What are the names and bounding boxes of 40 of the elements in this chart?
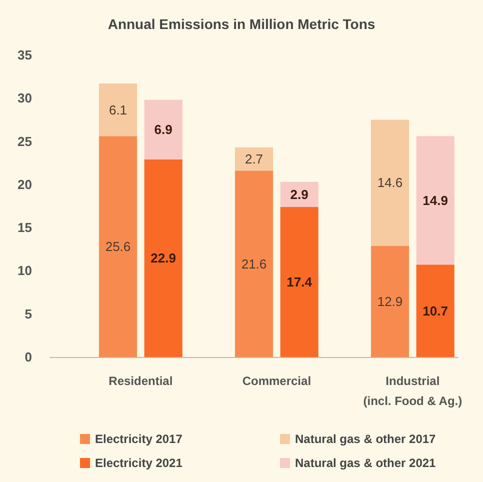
x-tick-label: Commercial: [242, 374, 312, 388]
bar: [280, 182, 318, 207]
data-label: 14.6: [377, 175, 403, 190]
bar: [416, 136, 454, 265]
bar: [370, 120, 410, 246]
data-label: 12.9: [377, 294, 403, 309]
data-label: 6.1: [108, 102, 128, 118]
bar: [234, 147, 274, 171]
legend-label: Natural gas & other 2021: [295, 456, 436, 470]
y-tick-label: 30: [18, 90, 32, 106]
data-label: 6.9: [154, 122, 172, 138]
data-label: 2.9: [290, 186, 308, 202]
y-tick-label: 15: [18, 220, 32, 236]
data-label: 17.4: [286, 274, 313, 290]
data-label: 2.7: [244, 151, 264, 166]
bar: [144, 159, 182, 357]
bar: [98, 83, 138, 136]
y-tick-label: 0: [24, 350, 32, 364]
chart-title: Annual Emissions in Million Metric Tons: [108, 16, 376, 32]
bar: [144, 100, 182, 160]
bar: [280, 206, 318, 357]
y-tick-label: 5: [24, 306, 32, 322]
y-tick-label: 10: [18, 263, 32, 278]
bar: [370, 246, 410, 357]
data-label: 14.9: [422, 192, 448, 208]
x-tick-label: Residential: [108, 374, 173, 388]
x-tick-label: Industrial (incl. Food & Ag.): [363, 374, 462, 408]
legend-label: Electricity 2017: [95, 432, 183, 446]
bar: [416, 264, 454, 357]
legend-label: Natural gas & other 2017: [295, 432, 436, 446]
bar: [234, 170, 274, 357]
data-label: 10.7: [422, 303, 448, 318]
y-tick-label: 35: [18, 48, 32, 62]
data-label: 25.6: [105, 239, 131, 254]
data-label: 22.9: [150, 250, 176, 266]
y-tick-label: 25: [18, 134, 32, 149]
y-tick-label: 20: [18, 176, 32, 192]
bar: [98, 136, 138, 357]
data-label: 21.6: [241, 256, 267, 272]
legend-label: Electricity 2021: [95, 456, 183, 470]
